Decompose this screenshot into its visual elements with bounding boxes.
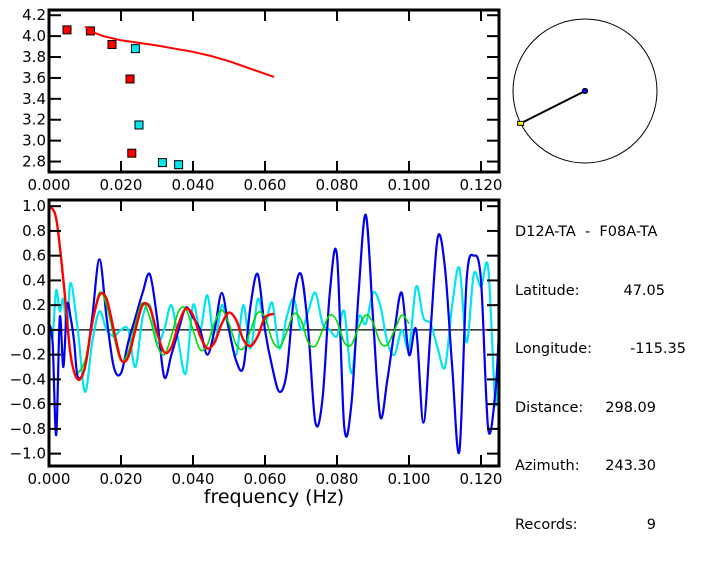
station-edge-marker <box>517 120 525 126</box>
azimuth-line <box>520 90 586 125</box>
red-curve <box>84 25 275 78</box>
bottom-xtick-label: 0.040 <box>172 470 215 488</box>
info-row-distance: Distance: 298.09 <box>515 399 656 419</box>
azimuth-value: 243.30 <box>605 458 656 474</box>
station-pair-label: D12A-TA - F08A-TA <box>515 224 658 240</box>
azimuth-diagram <box>512 18 658 164</box>
longitude-label: Longitude: <box>515 341 593 357</box>
dispersion-plot-frame <box>47 8 501 174</box>
bottom-ytick-label: −0.4 <box>10 370 46 388</box>
latitude-label: Latitude: <box>515 282 580 299</box>
plot-window: 0.000 0.020 0.040 0.060 0.080 0.100 0.120 2.8 3.… <box>10 6 686 532</box>
green-model-line <box>77 291 410 374</box>
station-center-marker <box>582 88 588 94</box>
bottom-ytick-label: −1.0 <box>10 445 46 463</box>
x-axis-title: frequency (Hz) <box>204 486 344 508</box>
station-pair: D12A-TA - F08A-TA <box>515 223 686 243</box>
figure-canvas: 0.000 0.020 0.040 0.060 0.080 0.100 0.120 2.8 3.… <box>10 6 658 508</box>
longitude-value: -115.35 <box>630 341 686 357</box>
top-ytick-label: 4.0 <box>22 27 46 45</box>
top-ytick-label: 4.2 <box>22 6 46 24</box>
cyan-observed-line <box>49 261 499 407</box>
cyan-points-marker <box>134 120 144 130</box>
bottom-ytick-label: −0.6 <box>10 395 46 413</box>
top-xtick-label: 0.040 <box>172 176 215 194</box>
cyan-points-marker <box>174 160 184 170</box>
records-label: Records: <box>515 516 578 533</box>
top-xtick-label: 0.080 <box>316 176 359 194</box>
blue-observed-line <box>49 213 499 455</box>
red-model-line <box>49 205 275 382</box>
azimuth-circle <box>512 18 658 164</box>
bottom-xtick-label: 0.100 <box>388 470 431 488</box>
red-points-marker <box>62 25 72 35</box>
distance-label: Distance: <box>515 399 584 416</box>
top-xtick-label: 0.020 <box>100 176 143 194</box>
red-points-marker <box>125 74 135 84</box>
bottom-ytick-label: 0.4 <box>22 271 46 289</box>
red-points-marker <box>107 39 117 49</box>
coherency-plot-frame <box>47 198 501 468</box>
bottom-ytick-label: −0.2 <box>10 346 46 364</box>
top-ytick-label: 3.2 <box>22 111 46 129</box>
bottom-xtick-label: 0.020 <box>100 470 143 488</box>
bottom-ytick-label: 0.8 <box>22 222 46 240</box>
top-xtick-label: 0.060 <box>244 176 287 194</box>
bottom-ytick-label: −0.8 <box>10 420 46 438</box>
info-row-longitude: Longitude: -115.35 <box>515 340 686 360</box>
bottom-ytick-label: 1.0 <box>22 197 46 215</box>
info-row-records: Records: 9 <box>515 516 656 536</box>
top-ytick-label: 3.8 <box>22 48 46 66</box>
top-ytick-label: 3.0 <box>22 132 46 150</box>
bottom-ytick-label: 0.6 <box>22 247 46 265</box>
top-xtick-label: 0.100 <box>388 176 431 194</box>
dispersion-plot: 0.000 0.020 0.040 0.060 0.080 0.100 0.120 2.8 3.… <box>22 6 502 194</box>
latitude-value: 47.05 <box>623 282 665 299</box>
top-xtick-label: 0.120 <box>460 176 503 194</box>
info-row-latitude: Latitude: 47.05 <box>515 282 665 302</box>
bottom-xtick-label: 0.000 <box>28 470 71 488</box>
top-xtick-label: 0.000 <box>28 176 71 194</box>
cyan-points-marker <box>130 44 140 54</box>
coherency-plot: 0.000 0.020 0.040 0.060 0.080 0.100 0.120 −1.0 −… <box>10 197 503 508</box>
bottom-ytick-label: 0.2 <box>22 296 46 314</box>
cyan-points-marker <box>157 158 167 168</box>
records-value: 9 <box>646 516 656 533</box>
top-ytick-label: 3.6 <box>22 69 46 87</box>
top-ytick-label: 3.4 <box>22 90 46 108</box>
info-row-azimuth: Azimuth: 243.30 <box>515 457 656 477</box>
bottom-ytick-label: 0.0 <box>22 321 46 339</box>
azimuth-label: Azimuth: <box>515 458 580 474</box>
bottom-xtick-label: 0.080 <box>316 470 359 488</box>
red-points-marker <box>127 148 137 158</box>
top-ytick-label: 2.8 <box>22 153 46 171</box>
distance-value: 298.09 <box>605 399 656 416</box>
bottom-xtick-label: 0.120 <box>460 470 503 488</box>
station-info-panel: D12A-TA - F08A-TA Latitude: 47.05 Longitu… <box>515 184 686 574</box>
bottom-xtick-label: 0.060 <box>244 470 287 488</box>
